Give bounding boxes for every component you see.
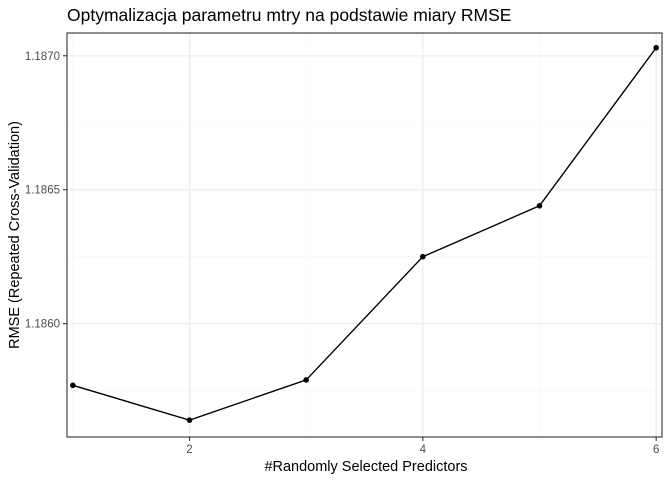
data-point <box>303 377 309 383</box>
series-line <box>72 47 657 421</box>
x-axis: 2 4 6 <box>186 437 659 456</box>
plot-panel <box>66 32 663 438</box>
y-tick-label: 1.1860 <box>25 319 60 331</box>
y-tick-label: 1.1865 <box>25 185 60 197</box>
x-axis-title: #Randomly Selected Predictors <box>264 459 467 475</box>
data-point <box>70 382 76 389</box>
x-tick-label: 6 <box>653 444 659 456</box>
panel-background <box>67 33 662 437</box>
panel-border <box>66 32 663 438</box>
x-tick-label: 2 <box>186 444 192 456</box>
chart-title: Optymalizacja parametru mtry na podstawi… <box>67 5 511 25</box>
data-points <box>70 44 659 423</box>
y-axis: 1.1860 1.1865 1.1870 <box>25 51 67 331</box>
data-point <box>420 253 426 260</box>
data-point <box>536 202 543 209</box>
x-tick-label: 4 <box>420 444 427 456</box>
data-point <box>186 417 193 423</box>
y-axis-title: RMSE (Repeated Cross-Validation) <box>7 121 23 349</box>
grid-lines <box>67 33 662 437</box>
data-point <box>653 44 659 51</box>
y-tick-label: 1.1870 <box>25 51 60 63</box>
